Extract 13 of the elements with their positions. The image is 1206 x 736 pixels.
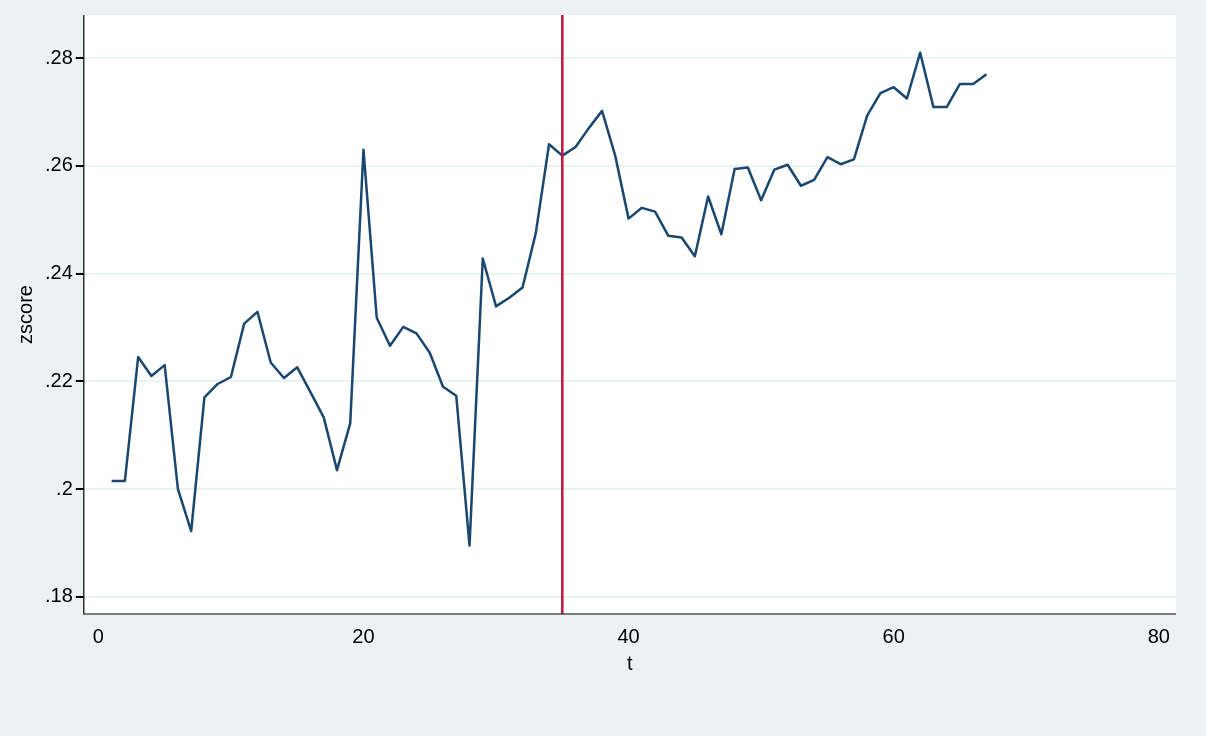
x-tick-label: 40 [617,624,640,647]
x-tick-label: 0 [92,624,104,647]
y-tick-label: .2 [56,476,73,499]
x-tick-label: 60 [882,624,905,647]
y-tick-label: .22 [44,368,73,391]
x-tick-label: 80 [1147,624,1170,647]
x-axis-title: t [627,651,634,674]
y-tick-label: .24 [44,261,73,284]
y-tick-label: .28 [44,45,73,68]
y-tick-label: .26 [44,153,73,176]
y-axis-title: zscore [13,285,36,344]
x-tick-label: 20 [352,624,375,647]
y-tick-label: .18 [44,584,73,607]
